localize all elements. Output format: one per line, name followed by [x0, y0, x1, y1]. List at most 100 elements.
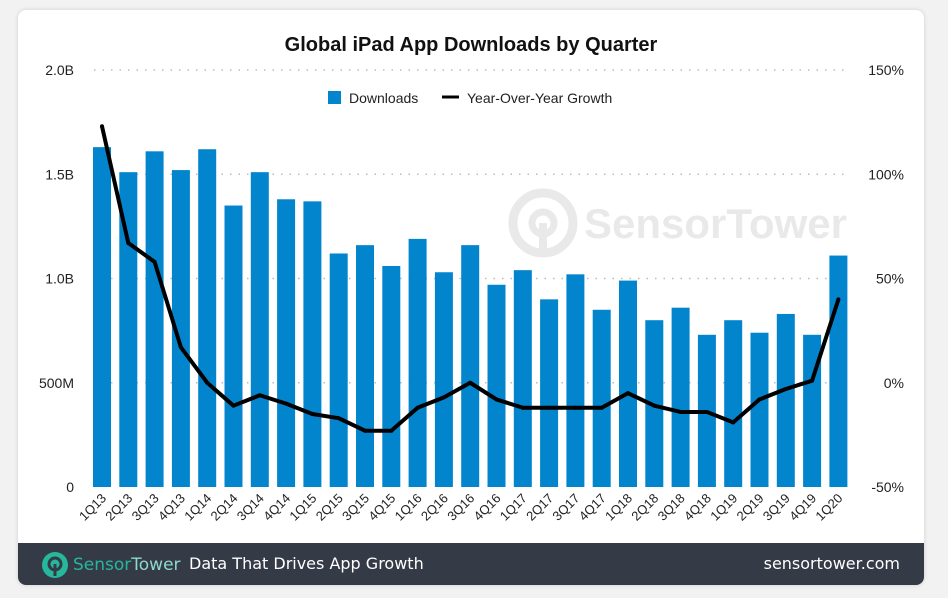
x-tick-label: 3Q18 [655, 491, 688, 524]
x-tick-label: 3Q13 [129, 491, 162, 524]
growth-point-4Q14[interactable] [284, 401, 289, 406]
bar-3Q14[interactable] [250, 172, 269, 488]
bar-3Q19[interactable] [776, 313, 795, 487]
bar-3Q15[interactable] [356, 245, 374, 487]
bar-3Q13[interactable] [145, 151, 164, 487]
watermark: SensorTower [508, 188, 847, 258]
growth-point-1Q16[interactable] [415, 405, 420, 410]
x-tick-label: 1Q15 [286, 491, 319, 524]
bar-1Q15[interactable] [303, 201, 322, 488]
growth-point-2Q14[interactable] [231, 403, 236, 408]
growth-point-3Q18[interactable] [678, 409, 683, 414]
growth-point-4Q16[interactable] [494, 397, 499, 402]
growth-point-4Q19[interactable] [810, 378, 815, 383]
left-tick-label: 0 [66, 479, 74, 495]
bar-1Q18[interactable] [619, 280, 637, 487]
left-tick-label: 500M [39, 375, 74, 391]
bar-4Q14[interactable] [277, 199, 296, 487]
growth-point-2Q18[interactable] [652, 403, 657, 408]
brand-sensor: Sensor [73, 555, 132, 575]
legend-growth-label: Year-Over-Year Growth [467, 90, 612, 106]
x-tick-label: 3Q19 [760, 491, 793, 524]
x-tick-label: 3Q14 [234, 491, 267, 524]
growth-point-2Q17[interactable] [547, 405, 552, 410]
x-tick-label: 4Q14 [260, 491, 293, 524]
x-tick-label: 4Q16 [471, 491, 504, 524]
x-tick-label: 4Q15 [365, 491, 398, 524]
chart-card: SensorTower Global iPad App Downloads by… [18, 10, 924, 585]
growth-point-4Q17[interactable] [599, 405, 604, 410]
growth-point-2Q19[interactable] [757, 397, 762, 402]
x-tick-label: 1Q19 [707, 491, 740, 524]
growth-point-1Q17[interactable] [520, 405, 525, 410]
right-tick-label: -50% [871, 479, 904, 495]
x-tick-label: 2Q18 [628, 491, 661, 524]
bar-4Q16[interactable] [487, 284, 506, 487]
x-tick-label: 3Q15 [339, 491, 372, 524]
bar-4Q17[interactable] [592, 309, 611, 487]
growth-point-1Q20[interactable] [836, 297, 841, 302]
growth-point-4Q15[interactable] [389, 428, 394, 433]
sensortower-logo[interactable]: SensorTower [42, 552, 181, 578]
growth-point-3Q19[interactable] [783, 387, 788, 392]
watermark-text: SensorTower [584, 200, 847, 247]
x-tick-label: 4Q17 [576, 491, 609, 524]
bar-2Q15[interactable] [329, 253, 348, 487]
chart: SensorTower Global iPad App Downloads by… [39, 34, 904, 524]
footer: SensorTower Data That Drives App Growth … [18, 543, 924, 585]
legend-downloads-label: Downloads [349, 90, 418, 106]
growth-point-1Q19[interactable] [731, 420, 736, 425]
x-tick-label: 1Q13 [76, 491, 109, 524]
left-tick-label: 2.0B [45, 62, 74, 78]
growth-point-3Q14[interactable] [257, 393, 262, 398]
growth-point-3Q17[interactable] [573, 405, 578, 410]
sensortower-logo-icon [42, 552, 68, 578]
bar-1Q16[interactable] [408, 238, 427, 487]
website-link[interactable]: sensortower.com [763, 554, 900, 573]
growth-point-2Q13[interactable] [126, 241, 131, 246]
x-tick-label: 2Q19 [734, 491, 767, 524]
bar-2Q19[interactable] [750, 332, 769, 487]
growth-point-1Q13[interactable] [100, 124, 104, 129]
x-tick-label: 2Q13 [102, 491, 135, 524]
left-tick-label: 1.5B [45, 166, 74, 182]
bar-2Q13[interactable] [119, 172, 138, 488]
growth-point-4Q13[interactable] [178, 345, 183, 350]
x-tick-label: 2Q16 [418, 491, 451, 524]
x-tick-label: 4Q19 [786, 491, 819, 524]
x-tick-label: 2Q15 [313, 491, 346, 524]
bar-1Q14[interactable] [198, 149, 217, 488]
bar-2Q16[interactable] [434, 272, 453, 487]
bar-1Q19[interactable] [724, 320, 743, 487]
left-tick-label: 1.0B [45, 271, 74, 287]
chart-title: Global iPad App Downloads by Quarter [285, 34, 658, 56]
right-tick-label: 0% [884, 375, 904, 391]
tagline: Data That Drives App Growth [189, 554, 424, 573]
bar-1Q20[interactable] [829, 255, 848, 487]
x-tick-label: 4Q18 [681, 491, 714, 524]
bar-1Q17[interactable] [513, 270, 532, 487]
growth-point-4Q18[interactable] [704, 409, 709, 414]
bar-2Q14[interactable] [224, 205, 243, 487]
bar-4Q15[interactable] [382, 265, 401, 487]
growth-point-1Q18[interactable] [626, 391, 630, 396]
bar-2Q17[interactable] [540, 299, 559, 487]
bar-1Q13[interactable] [93, 147, 111, 487]
growth-point-1Q15[interactable] [310, 412, 315, 417]
growth-point-3Q13[interactable] [152, 259, 157, 264]
x-tick-label: 1Q18 [602, 491, 635, 524]
growth-point-1Q14[interactable] [205, 380, 210, 385]
right-tick-label: 150% [868, 62, 904, 78]
x-tick-label: 3Q17 [549, 491, 582, 524]
bar-3Q18[interactable] [671, 307, 690, 487]
x-tick-label: 1Q20 [812, 491, 845, 524]
growth-point-3Q15[interactable] [363, 428, 367, 433]
bar-4Q13[interactable] [171, 170, 190, 487]
x-tick-label: 1Q16 [392, 491, 425, 524]
bar-3Q16[interactable] [461, 245, 480, 487]
bar-3Q17[interactable] [566, 274, 585, 487]
growth-point-2Q16[interactable] [441, 395, 446, 400]
growth-point-3Q16[interactable] [468, 380, 473, 385]
x-tick-label: 2Q14 [208, 491, 241, 524]
growth-point-2Q15[interactable] [336, 416, 341, 421]
